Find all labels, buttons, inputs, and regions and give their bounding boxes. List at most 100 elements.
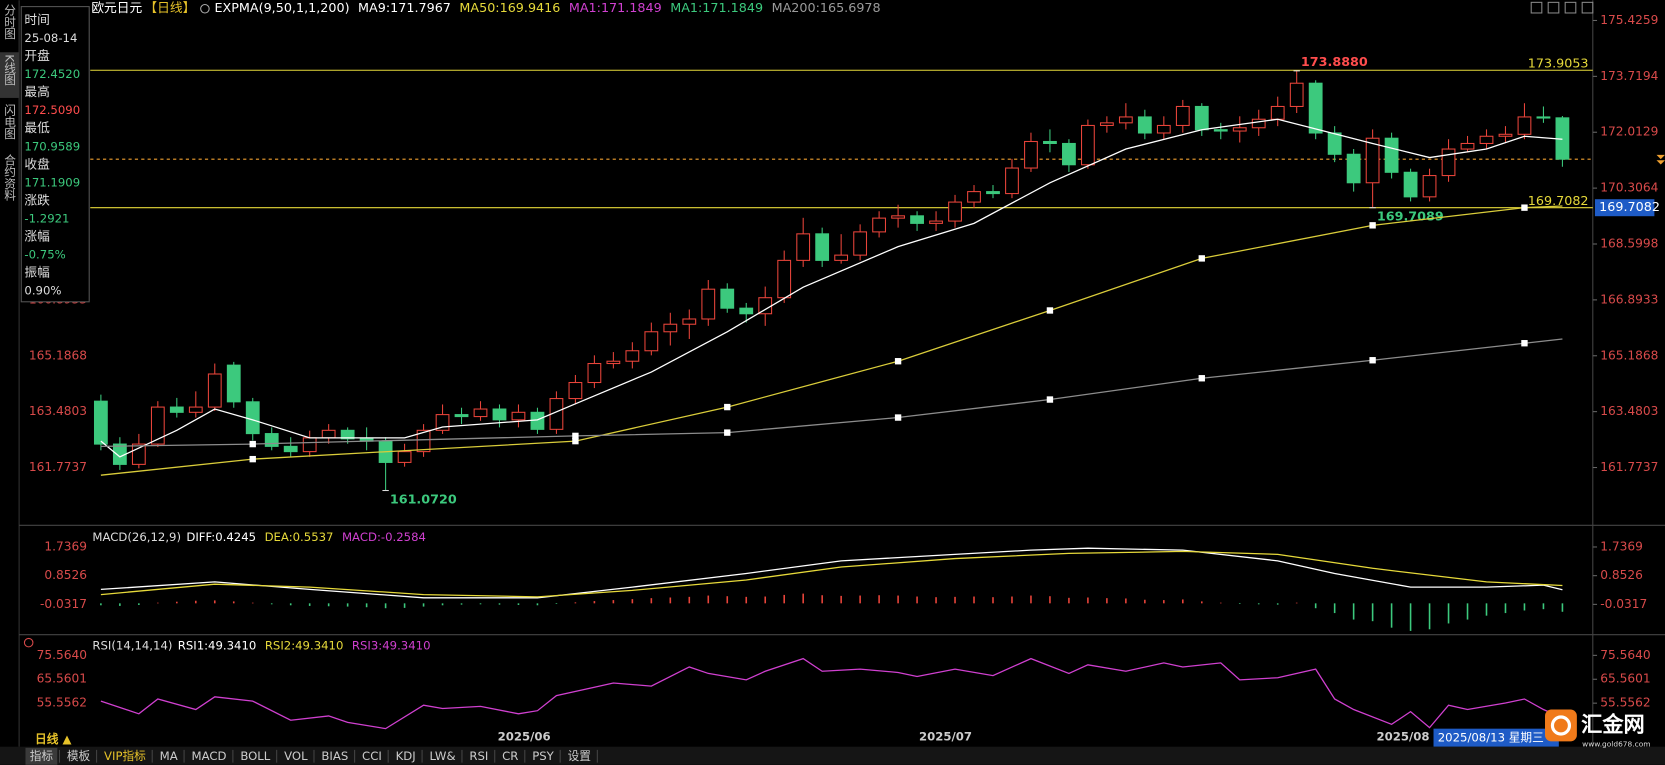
y-tick-label: -0.0317 [1600, 597, 1647, 611]
toolbar-item[interactable]: VOL [284, 749, 308, 763]
window-button[interactable] [1564, 1, 1577, 14]
y-tick-label: 75.5640 [1600, 648, 1650, 662]
logo-name: 汇金网 [1581, 711, 1645, 737]
legend-entry: MACD:-0.2584 [342, 530, 426, 544]
toolbar-item[interactable]: BOLL [240, 749, 270, 763]
candle-body [530, 411, 545, 430]
info-label: 开盘 [24, 48, 50, 64]
candle-body [1289, 82, 1304, 107]
info-label: 涨幅 [24, 230, 50, 245]
legend-entry: DIFF:0.4245 [186, 530, 256, 544]
candle-body [302, 437, 317, 453]
info-label: 收盘 [24, 156, 50, 172]
indicator-line [100, 547, 1563, 599]
side-tab[interactable]: 分时图 [3, 4, 17, 40]
candle-body [226, 364, 241, 403]
header-icon[interactable] [200, 3, 210, 14]
candle-body [245, 401, 260, 435]
candle-body [625, 350, 640, 362]
toolbar-item-active [25, 747, 58, 765]
indicator-icon[interactable] [23, 637, 34, 648]
hline-label: 173.9053 [1528, 56, 1589, 71]
y-tick-label: 1.7369 [1600, 539, 1643, 553]
info-panel [20, 6, 90, 303]
line-marker [572, 437, 579, 445]
info-value: 171.1909 [24, 175, 80, 189]
toolbar-item[interactable]: CR [502, 749, 518, 763]
cursor-date-box [1433, 728, 1559, 747]
header-label: 欧元日元 [91, 1, 142, 16]
candle-body [188, 406, 203, 413]
cursor-date: 2025/08/13 星期三 [1438, 731, 1544, 745]
toolbar-item[interactable]: KDJ [396, 749, 416, 763]
toolbar-item[interactable]: 设置 [568, 749, 592, 763]
x-tick-label: 2025/07 [919, 730, 972, 744]
candle-body [796, 233, 811, 261]
window-button[interactable] [1530, 1, 1543, 14]
candle-body [473, 408, 488, 418]
toolbar-item[interactable]: CCI [362, 749, 382, 763]
line-marker [724, 403, 731, 411]
header-label: EXPMA(9,50,1,1,200) [214, 1, 349, 16]
candle-body [1156, 124, 1171, 134]
toolbar-item[interactable]: 模板 [67, 749, 91, 763]
candle-body [568, 381, 583, 400]
candle-body [1005, 167, 1019, 195]
candle-body [720, 288, 735, 309]
window-button[interactable] [1581, 1, 1594, 14]
toolbar-item[interactable]: PSY [532, 749, 554, 763]
line-marker [894, 358, 902, 365]
side-tab[interactable]: 闪电图 [3, 104, 17, 140]
last-price-arrow [1656, 154, 1665, 165]
y-tick-label: 65.5601 [1600, 672, 1650, 686]
toolbar-item[interactable]: 指标 [30, 749, 54, 763]
window-button[interactable] [1547, 1, 1560, 14]
toolbar-item[interactable]: MA [160, 749, 178, 763]
candle-body [1175, 105, 1190, 126]
candle-body [93, 400, 108, 445]
line-marker [572, 432, 579, 440]
y-tick-label: 1.7369 [44, 539, 87, 553]
candle-body [986, 191, 1000, 195]
x-tick-label: 2025/08 [1376, 730, 1429, 744]
candle-body [644, 331, 659, 352]
y-tick-label: 75.5640 [37, 648, 87, 662]
period-selector[interactable]: 日线 ▲ [35, 732, 71, 746]
header-label: MA200:165.6978 [772, 1, 881, 16]
candle-body [1232, 127, 1247, 132]
toolbar-item[interactable]: BIAS [321, 749, 348, 763]
side-tab[interactable]: K线图 [3, 54, 17, 86]
info-value: -1.2921 [24, 211, 69, 225]
candle-body [264, 433, 279, 447]
y-tick-label: 55.5562 [37, 696, 87, 710]
header-label: MA9:171.7967 [358, 1, 451, 16]
info-label: 时间 [24, 13, 49, 28]
y-tick-label: 173.7194 [1600, 69, 1658, 83]
candle-body [1099, 122, 1114, 126]
candle-body [739, 307, 754, 315]
header-label: MA1:171.1849 [670, 1, 763, 16]
info-value: 172.5090 [24, 103, 80, 117]
toolbar [0, 746, 1665, 765]
toolbar-item[interactable]: MACD [192, 749, 227, 763]
candle-body [207, 373, 222, 408]
info-label: 最高 [24, 84, 49, 100]
toolbar-item[interactable]: VIP指标 [104, 749, 146, 763]
annotation-label: 173.8880 [1301, 55, 1368, 70]
indicator-line [100, 338, 1563, 448]
candle-body [606, 360, 621, 365]
candle-body [1327, 132, 1342, 155]
toolbar-item[interactable]: RSI [469, 749, 488, 763]
info-value: 170.9589 [24, 139, 80, 153]
candle-body [1346, 153, 1361, 184]
legend-entry: RSI3:49.3410 [352, 638, 431, 652]
candle-body [1043, 140, 1057, 144]
side-tab[interactable]: 合约资料 [3, 153, 17, 201]
logo-icon [1545, 709, 1577, 742]
toolbar-item[interactable]: LW& [430, 749, 456, 763]
candle-body [454, 414, 469, 418]
annotation-label: 161.0720 [390, 493, 457, 508]
y-tick-label: 168.5998 [1600, 237, 1658, 251]
candle-body [758, 297, 773, 315]
